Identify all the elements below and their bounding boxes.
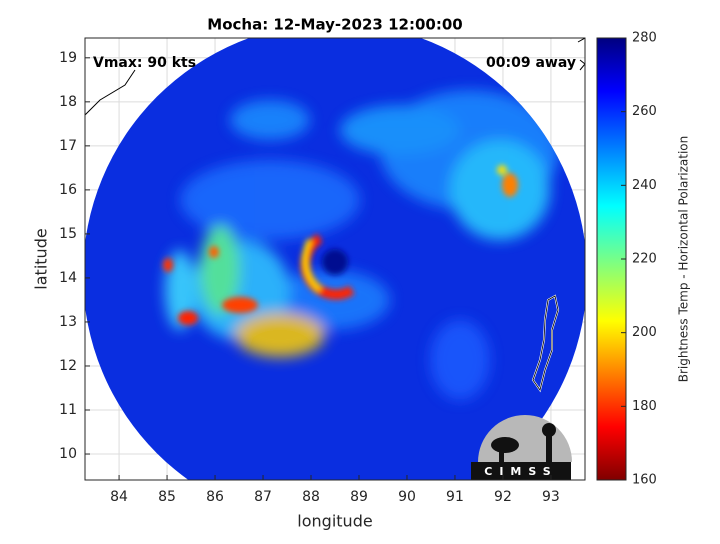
x-tick-label: 85 bbox=[158, 489, 176, 505]
colorbar-tick-label: 200 bbox=[632, 325, 657, 340]
y-tick-label: 12 bbox=[59, 358, 77, 374]
x-tick-label: 93 bbox=[542, 489, 560, 505]
y-tick-label: 10 bbox=[59, 446, 77, 462]
y-tick-label: 17 bbox=[59, 138, 77, 154]
colorbar-tick-label: 280 bbox=[632, 31, 657, 46]
y-tick-label: 19 bbox=[59, 50, 77, 66]
x-axis-label: longitude bbox=[297, 512, 372, 531]
y-tick-label: 14 bbox=[59, 270, 77, 286]
y-tick-label: 16 bbox=[59, 182, 77, 198]
y-tick-label: 11 bbox=[59, 402, 77, 418]
x-tick-label: 88 bbox=[302, 489, 320, 505]
x-tick-label: 90 bbox=[398, 489, 416, 505]
axes-box bbox=[84, 37, 586, 481]
y-tick-label: 13 bbox=[59, 314, 77, 330]
x-tick-label: 92 bbox=[494, 489, 512, 505]
x-tick-label: 89 bbox=[350, 489, 368, 505]
annotation: Vmax: 90 kts bbox=[93, 55, 196, 71]
x-tick-label: 84 bbox=[110, 489, 128, 505]
x-tick-label: 91 bbox=[446, 489, 464, 505]
x-tick-label: 86 bbox=[206, 489, 224, 505]
annotation: 00:09 away bbox=[486, 55, 576, 71]
colorbar-tick-label: 220 bbox=[632, 252, 657, 267]
chart-title: Mocha: 12-May-2023 12:00:00 bbox=[207, 16, 462, 34]
y-tick-label: 18 bbox=[59, 94, 77, 110]
x-tick-label: 87 bbox=[254, 489, 272, 505]
colorbar-label: Brightness Temp - Horizontal Polarizatio… bbox=[677, 136, 691, 383]
logo: CIMSS bbox=[471, 415, 572, 480]
colorbar-tick-label: 160 bbox=[632, 473, 657, 488]
y-tick-label: 15 bbox=[59, 226, 77, 242]
colorbar-tick-label: 260 bbox=[632, 104, 657, 119]
colorbar-tick-label: 180 bbox=[632, 399, 657, 414]
colorbar-tick-label: 240 bbox=[632, 178, 657, 193]
logo-text: CIMSS bbox=[484, 465, 557, 478]
image: CIMSS bbox=[85, 38, 585, 480]
y-axis-label: latitude bbox=[32, 228, 51, 289]
